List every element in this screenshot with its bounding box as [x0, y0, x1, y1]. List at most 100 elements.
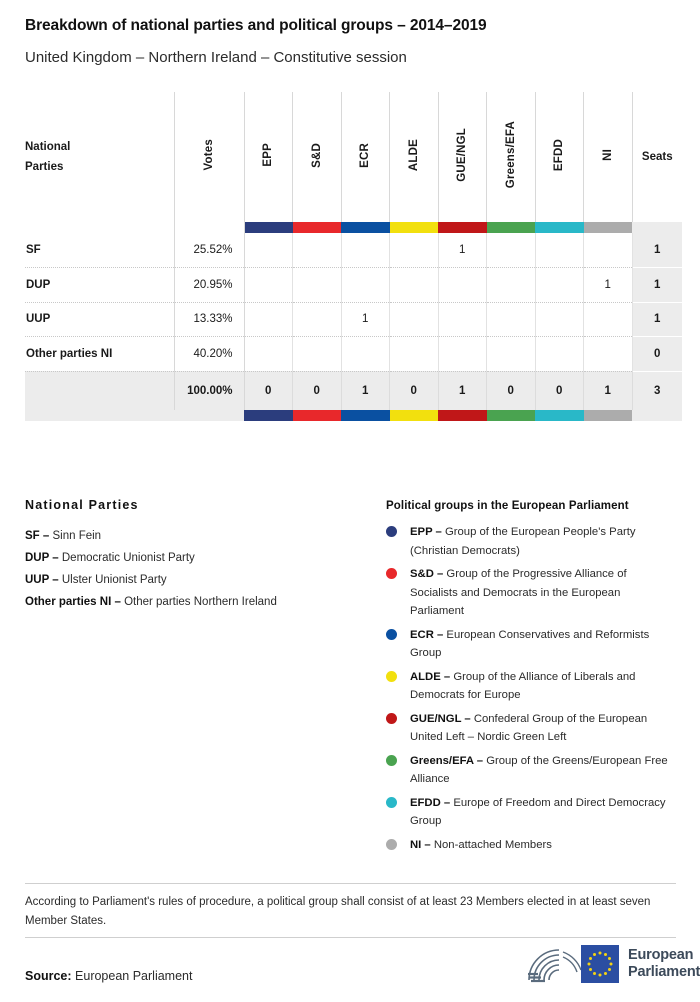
table-total-row: 100.00% 0 0 1 0 1 0 0 1 3 [25, 370, 682, 410]
group-abbr: ALDE – [410, 670, 451, 683]
row-party-name: Other parties NI [25, 336, 174, 372]
row-votes: 20.95% [173, 267, 245, 303]
page-subtitle: United Kingdom – Northern Ireland – Cons… [25, 49, 407, 66]
row-group-seat-epp [243, 267, 293, 303]
bottom-band-spacer-party [25, 410, 174, 421]
source-label: Source: [25, 969, 72, 983]
row-group-seat-greens-efa [486, 233, 536, 268]
row-party-name: DUP [25, 267, 174, 303]
eu-flag-icon [581, 945, 619, 983]
row-group-seat-s-d [292, 302, 342, 337]
breakdown-table: National Parties Votes EPP S&D ECR ALDE GUE/NGL… [25, 92, 682, 421]
list-item: ALDE – Group of the Alliance of Liberals… [386, 668, 676, 705]
group-column-header-gue-ngl: GUE/NGL [438, 92, 487, 222]
bottom-color-band-efdd [535, 410, 584, 421]
row-group-seat-s-d [292, 233, 342, 268]
row-group-seat-efdd [535, 336, 584, 372]
national-parties-legend-title: National Parties [25, 498, 139, 512]
breakdown-table-wrapper: National Parties Votes EPP S&D ECR ALDE GUE/NGL… [25, 92, 682, 421]
row-group-seat-s-d [292, 267, 342, 303]
bottom-color-band-ecr [341, 410, 390, 421]
group-full-name: Group of the Alliance of Liberals and De… [410, 670, 636, 702]
row-group-seat-ni: 1 [583, 267, 633, 303]
group-color-dot-icon [386, 796, 397, 808]
list-item: GUE/NGL – Confederal Group of the Europe… [386, 710, 676, 747]
group-abbr: Greens/EFA – [410, 754, 484, 767]
row-votes: 25.52% [173, 233, 245, 268]
row-seats-total: 1 [632, 302, 682, 337]
group-column-header-greens-efa: Greens/EFA [486, 92, 536, 222]
party-abbr: Other parties NI – [25, 596, 121, 608]
party-full-name: Other parties Northern Ireland [124, 596, 277, 608]
total-group-s-d: 0 [292, 370, 342, 410]
group-color-band-bottom [25, 410, 682, 421]
group-color-dot-icon [386, 628, 397, 640]
list-item: NI – Non-attached Members [386, 836, 676, 855]
color-band-alde [389, 222, 438, 233]
total-party-cell [25, 370, 174, 410]
logo-line-1: European [628, 947, 694, 963]
group-full-name: European Conservatives and Reformists Gr… [410, 628, 650, 660]
party-header-line1: National [25, 141, 71, 153]
group-full-name: Group of the Greens/European Free Allian… [410, 754, 668, 786]
page-title: Breakdown of national parties and politi… [25, 17, 487, 34]
group-color-dot-icon [386, 670, 397, 682]
list-item: EPP – Group of the European People's Par… [386, 523, 676, 560]
bottom-color-band-epp [244, 410, 293, 421]
total-group-epp: 0 [243, 370, 293, 410]
table-body: National Parties Votes EPP S&D ECR ALDE GUE/NGL… [25, 92, 682, 421]
table-header-row: National Parties Votes EPP S&D ECR ALDE GUE/NGL… [25, 92, 682, 222]
band-spacer-seats [632, 222, 682, 233]
row-party-name: SF [25, 233, 174, 268]
list-item: DUP – Democratic Unionist Party [25, 547, 370, 569]
political-groups-list: EPP – Group of the European People's Par… [386, 523, 676, 854]
row-group-seat-s-d [292, 336, 342, 372]
total-group-ecr: 1 [341, 370, 390, 410]
total-seats: 3 [632, 370, 682, 410]
row-group-seat-ecr [341, 233, 390, 268]
group-color-dot-icon [386, 754, 397, 766]
row-votes: 13.33% [173, 302, 245, 337]
row-seats-total: 1 [632, 267, 682, 303]
row-group-seat-ecr [341, 336, 390, 372]
group-full-name: Group of the Progressive Alliance of Soc… [410, 568, 627, 617]
group-abbr: EPP – [410, 526, 442, 538]
group-full-name: Non-attached Members [433, 838, 552, 851]
bottom-color-band-ni [583, 410, 632, 421]
row-group-seat-efdd [535, 233, 584, 268]
group-full-name: Group of the European People's Party (Ch… [410, 526, 636, 557]
row-group-seat-ni [583, 302, 633, 337]
row-group-seat-alde [389, 233, 439, 268]
group-column-header-ni: NI [583, 92, 633, 222]
party-header-line2: Parties [25, 161, 64, 173]
political-groups-legend-title: Political groups in the European Parliam… [386, 500, 629, 512]
row-group-seat-gue-ngl: 1 [438, 233, 487, 268]
european-parliament-logo: European Parliament [525, 944, 700, 984]
group-color-dot-icon [386, 712, 397, 724]
list-item: UUP – Ulster Unionist Party [25, 569, 370, 591]
source-value: European Parliament [75, 969, 193, 983]
party-full-name: Sinn Fein [52, 530, 102, 542]
row-group-seat-ni [583, 336, 633, 372]
row-group-seat-alde [389, 336, 439, 372]
group-abbr: NI – [410, 838, 431, 851]
total-group-greens-efa: 0 [486, 370, 536, 410]
party-column-header: National Parties [25, 92, 174, 222]
group-full-name: Europe of Freedom and Direct Democracy G… [410, 796, 666, 828]
party-full-name: Democratic Unionist Party [61, 552, 195, 564]
bottom-color-band-alde [389, 410, 438, 421]
row-group-seat-alde [389, 302, 439, 337]
bottom-band-spacer-votes [174, 410, 244, 421]
total-votes: 100.00% [173, 370, 245, 410]
party-full-name: Ulster Unionist Party [61, 574, 167, 586]
color-band-s-d [292, 222, 341, 233]
total-group-ni: 1 [583, 370, 633, 410]
list-item: Other parties NI – Other parties Norther… [25, 591, 370, 613]
group-column-header-efdd: EFDD [535, 92, 584, 222]
row-seats-total: 0 [632, 336, 682, 372]
divider-top [25, 883, 676, 884]
logo-line-2: Parliament [628, 964, 700, 980]
divider-bottom [25, 937, 676, 938]
group-column-header-alde: ALDE [389, 92, 439, 222]
list-item: S&D – Group of the Progressive Alliance … [386, 565, 676, 621]
